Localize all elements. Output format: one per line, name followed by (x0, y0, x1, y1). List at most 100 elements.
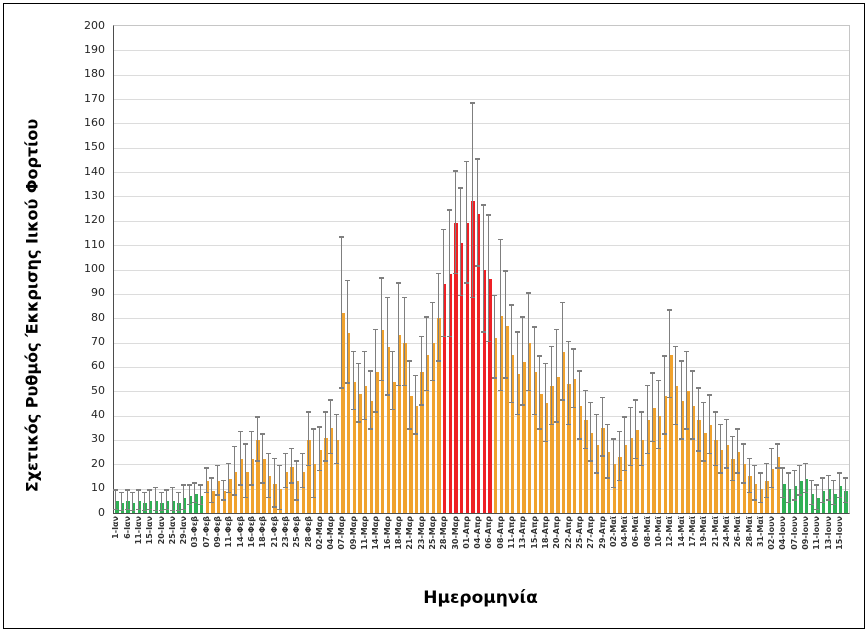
error-bar-120 (793, 470, 795, 500)
error-cap-high-79 (559, 301, 565, 304)
error-bar-27 (267, 453, 269, 498)
bar-75 (539, 393, 543, 513)
bar-45 (369, 401, 373, 513)
gridline-y40 (114, 415, 849, 417)
x-tick-label-31-Μαϊ: 31-Μαϊ (755, 516, 765, 548)
y-tick-label-110: 110 (84, 237, 105, 251)
error-cap-high-62 (463, 160, 469, 163)
bar-114 (759, 488, 764, 513)
error-cap-low-50 (396, 384, 402, 387)
error-bar-41 (347, 280, 349, 383)
y-tick-label-70: 70 (91, 335, 105, 349)
error-cap-high-39 (333, 413, 339, 416)
error-cap-high-33 (299, 452, 305, 455)
bar-123 (810, 493, 814, 513)
error-bar-10 (171, 487, 173, 511)
x-tick-label-08-Μαϊ: 08-Μαϊ (642, 516, 652, 548)
error-cap-low-97 (661, 433, 667, 435)
error-cap-low-14 (192, 501, 198, 503)
bar-39 (335, 439, 340, 513)
error-bar-90 (624, 417, 626, 471)
bar-20 (228, 478, 232, 513)
error-bar-42 (352, 351, 354, 410)
error-cap-low-30 (282, 486, 288, 489)
error-cap-high-31 (288, 447, 294, 450)
error-bar-0 (115, 490, 117, 510)
error-bar-68 (499, 239, 501, 391)
error-cap-high-0 (113, 489, 119, 491)
error-bar-93 (641, 412, 643, 466)
error-cap-low-17 (209, 501, 215, 503)
bar-84 (590, 432, 594, 513)
y-tick-label-190: 190 (84, 42, 105, 56)
error-bar-86 (601, 397, 603, 456)
error-cap-low-72 (520, 404, 526, 406)
error-cap-low-13 (186, 503, 192, 506)
x-tick-label-28-Μαϊ: 28-Μαϊ (744, 516, 754, 548)
error-cap-low-90 (622, 469, 628, 472)
error-cap-high-5 (141, 491, 147, 494)
error-cap-low-23 (243, 496, 249, 499)
bar-29 (279, 488, 283, 513)
x-tick-label-04-Απρ: 04-Απρ (473, 516, 483, 549)
error-bar-38 (330, 399, 332, 454)
error-bar-104 (703, 402, 705, 461)
gridline-y60 (114, 366, 849, 368)
bar-35 (313, 464, 317, 513)
bar-16 (205, 481, 209, 513)
bar-53 (414, 405, 419, 513)
error-cap-low-81 (571, 406, 577, 409)
error-bar-25 (256, 417, 258, 461)
error-cap-high-41 (345, 279, 351, 282)
error-bar-37 (324, 412, 326, 461)
error-cap-low-31 (288, 482, 294, 484)
x-tick-label-22-Απρ: 22-Απρ (563, 516, 573, 549)
error-cap-low-61 (458, 294, 464, 297)
error-cap-high-16 (203, 467, 209, 469)
error-cap-high-84 (588, 401, 594, 404)
error-cap-high-52 (407, 360, 413, 362)
bar-1 (120, 503, 125, 513)
error-cap-high-11 (175, 491, 181, 494)
error-bar-69 (505, 270, 507, 379)
error-bar-23 (245, 443, 247, 498)
error-cap-high-106 (712, 411, 718, 413)
bar-62 (465, 223, 470, 513)
error-bar-43 (358, 363, 360, 422)
error-bar-99 (675, 346, 677, 425)
bar-93 (640, 439, 645, 513)
error-bar-51 (403, 297, 405, 386)
x-tick-label-6-Ιαν: 6-Ιαν (122, 516, 132, 539)
error-cap-high-100 (678, 360, 684, 362)
error-bar-47 (381, 278, 383, 381)
gridline-y20 (114, 464, 849, 466)
error-bar-58 (443, 229, 445, 337)
bar-122 (804, 478, 809, 513)
bar-65 (482, 269, 487, 513)
error-cap-high-113 (752, 464, 758, 467)
error-bar-74 (533, 326, 535, 415)
gridline-y110 (114, 245, 849, 247)
error-cap-low-40 (339, 387, 345, 389)
error-bar-82 (578, 370, 580, 439)
error-cap-low-70 (509, 401, 515, 404)
error-bar-5 (143, 492, 145, 511)
error-cap-high-58 (441, 228, 447, 231)
error-bar-13 (188, 485, 190, 505)
x-tick-label-17-Μαϊ: 17-Μαϊ (688, 516, 698, 548)
error-bar-101 (686, 351, 688, 430)
error-bar-108 (725, 419, 727, 469)
error-bar-73 (528, 292, 530, 391)
error-cap-low-93 (639, 464, 645, 467)
error-cap-high-122 (803, 462, 809, 465)
bar-102 (691, 405, 696, 513)
error-cap-low-52 (407, 428, 413, 430)
error-bar-59 (448, 210, 450, 337)
gridline-y120 (114, 220, 849, 222)
y-tick-label-80: 80 (91, 310, 105, 324)
error-cap-high-117 (774, 443, 780, 445)
error-bar-71 (516, 331, 518, 415)
bar-2 (126, 500, 130, 513)
bar-50 (397, 335, 402, 513)
error-bar-64 (477, 158, 479, 267)
